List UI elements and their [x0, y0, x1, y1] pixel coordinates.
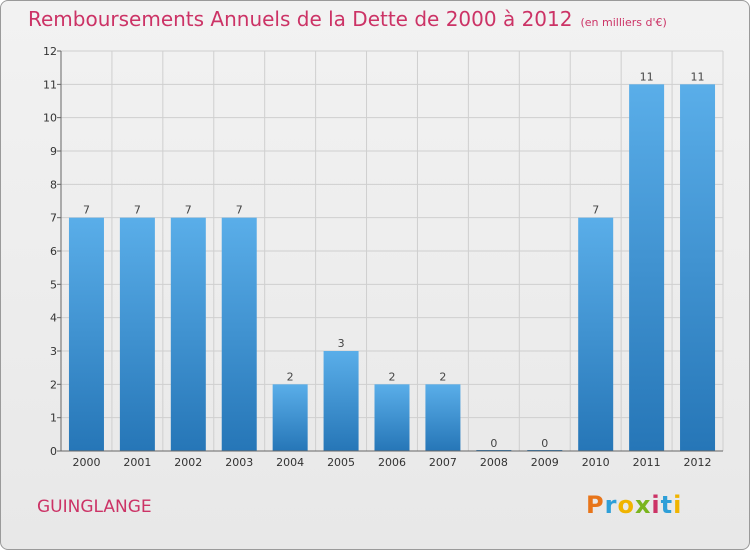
proxiti-logo: Proxiti: [586, 491, 682, 519]
data-label-2007: 2: [439, 370, 446, 383]
data-label-2010: 7: [592, 204, 599, 217]
y-tick-label: 0: [50, 445, 57, 458]
logo-letter: x: [634, 491, 652, 519]
bar-2004: [272, 384, 308, 451]
y-tick-label: 8: [50, 178, 57, 191]
y-tick-label: 7: [50, 212, 57, 225]
y-tick-label: 4: [50, 312, 57, 325]
y-tick-label: 10: [43, 112, 57, 125]
data-label-2008: 0: [490, 437, 497, 450]
bar-2001: [119, 217, 155, 451]
bar-2006: [374, 384, 410, 451]
bar-2002: [170, 217, 206, 451]
x-tick-label-2010: 2010: [582, 456, 610, 469]
commune-name: GUINGLANGE: [37, 497, 152, 517]
x-tick-label-2011: 2011: [633, 456, 661, 469]
x-tick-label-2007: 2007: [429, 456, 457, 469]
data-label-2012: 11: [691, 70, 705, 83]
bar-2011: [629, 84, 665, 451]
bar-layer: [68, 84, 716, 451]
data-label-2001: 7: [134, 204, 141, 217]
data-label-2011: 11: [640, 70, 654, 83]
y-tick-label: 5: [50, 278, 57, 291]
logo-letter: r: [604, 491, 618, 519]
x-tick-label-2000: 2000: [72, 456, 100, 469]
bar-2000: [68, 217, 104, 451]
y-tick-label: 11: [43, 78, 57, 91]
x-tick-label-2009: 2009: [531, 456, 559, 469]
x-tick-label-2005: 2005: [327, 456, 355, 469]
data-label-2009: 0: [541, 437, 548, 450]
data-label-2003: 7: [236, 204, 243, 217]
logo-letter: t: [660, 491, 674, 519]
data-label-2005: 3: [338, 337, 345, 350]
data-label-2006: 2: [389, 370, 396, 383]
bar-2010: [578, 217, 614, 451]
x-tick-label-2004: 2004: [276, 456, 304, 469]
chart-unit: (en milliers d'€): [580, 16, 667, 29]
chart-title-text: Remboursements Annuels de la Dette de 20…: [28, 7, 573, 31]
logo-letter: i: [673, 491, 683, 519]
y-tick-label: 9: [50, 145, 57, 158]
y-tick-label: 1: [50, 412, 57, 425]
logo-letter: o: [617, 491, 635, 519]
logo-letter: i: [651, 491, 661, 519]
data-label-2000: 7: [83, 204, 90, 217]
y-tick-label: 12: [43, 45, 57, 58]
bar-2003: [221, 217, 257, 451]
x-tick-label-2003: 2003: [225, 456, 253, 469]
x-tick-label-2012: 2012: [684, 456, 712, 469]
data-label-2002: 7: [185, 204, 192, 217]
y-tick-label: 3: [50, 345, 57, 358]
bar-2005: [323, 351, 359, 451]
bar-2007: [425, 384, 461, 451]
x-tick-label-2002: 2002: [174, 456, 202, 469]
chart-title: Remboursements Annuels de la Dette de 20…: [28, 7, 667, 31]
y-tick-label: 6: [50, 245, 57, 258]
data-label-2004: 2: [287, 370, 294, 383]
logo-letter: P: [586, 491, 605, 519]
y-tick-label: 2: [50, 378, 57, 391]
bar-2012: [680, 84, 716, 451]
x-tick-label-2008: 2008: [480, 456, 508, 469]
x-tick-label-2001: 2001: [123, 456, 151, 469]
axis-layer: 0123456789101112720007200172002720032200…: [43, 45, 723, 469]
x-tick-label-2006: 2006: [378, 456, 406, 469]
